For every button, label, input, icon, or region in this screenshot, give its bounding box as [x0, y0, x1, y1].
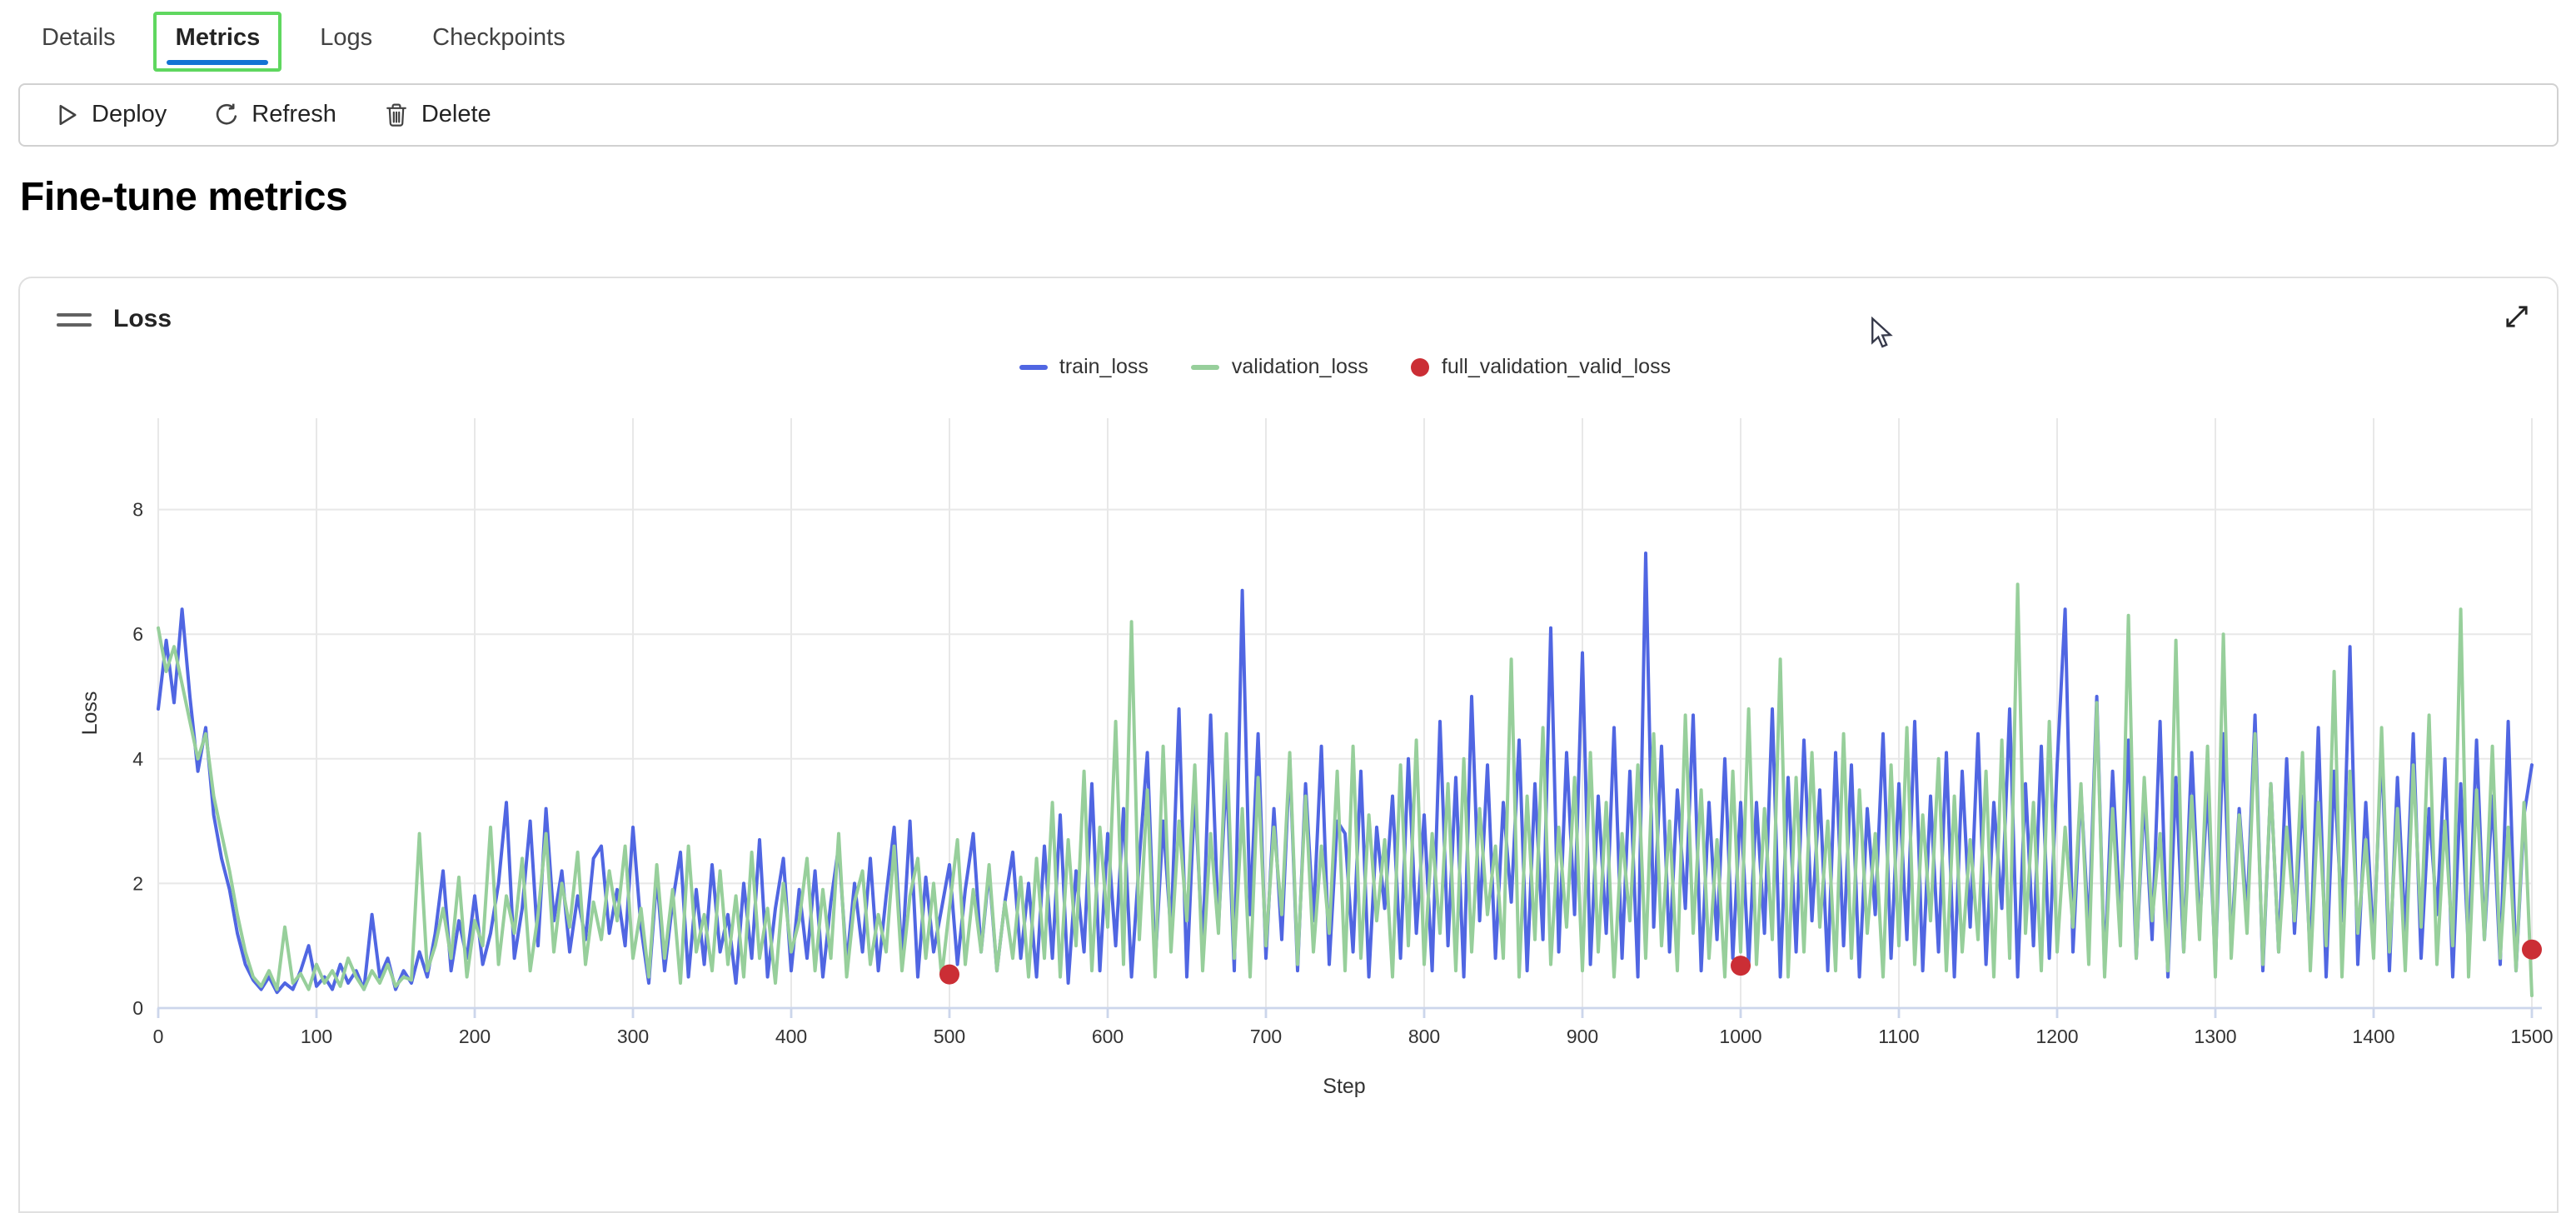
delete-label: Delete: [421, 102, 491, 128]
x-tick-label: 800: [1408, 1026, 1440, 1047]
legend-label: full_validation_valid_loss: [1441, 355, 1672, 378]
x-tick-label: 1200: [2035, 1026, 2078, 1047]
x-tick-label: 100: [301, 1026, 332, 1047]
drag-handle-icon[interactable]: [57, 312, 92, 326]
y-tick-label: 2: [132, 872, 143, 894]
x-tick-label: 500: [934, 1026, 965, 1047]
point-full_validation_valid_loss[interactable]: [2522, 939, 2542, 960]
legend-item-train_loss[interactable]: train_loss: [1019, 355, 1148, 378]
legend-line-marker: [1019, 364, 1048, 369]
tab-label: Logs: [320, 25, 373, 52]
point-full_validation_valid_loss[interactable]: [939, 964, 959, 985]
chart-title: Loss: [113, 305, 172, 333]
tab-label: Metrics: [175, 25, 261, 52]
refresh-label: Refresh: [252, 102, 336, 128]
y-tick-label: 4: [132, 748, 143, 770]
x-tick-label: 1300: [2194, 1026, 2236, 1047]
series-validation_loss: [157, 582, 2534, 997]
x-tick-label: 1000: [1719, 1026, 1761, 1047]
expand-button[interactable]: [2500, 300, 2534, 338]
refresh-icon: [213, 102, 240, 128]
x-tick-label: 900: [1567, 1026, 1598, 1047]
trash-icon: [383, 102, 410, 128]
legend-dot-marker: [1411, 357, 1430, 376]
chart-card-header: Loss: [20, 278, 2557, 338]
y-tick-label: 8: [132, 499, 143, 521]
y-tick-label: 6: [132, 623, 143, 645]
chart-legend: train_loss validation_loss full_validation…: [158, 355, 2532, 378]
expand-icon: [2504, 303, 2530, 335]
x-tick-label: 600: [1092, 1026, 1124, 1047]
y-axis-title: Loss: [78, 691, 102, 736]
legend-label: train_loss: [1059, 355, 1148, 378]
x-tick-label: 1100: [1878, 1026, 1919, 1047]
x-tick-label: 1400: [2352, 1026, 2394, 1047]
refresh-button[interactable]: Refresh: [193, 93, 356, 137]
x-tick-label: 1500: [2510, 1026, 2553, 1047]
deploy-button[interactable]: Deploy: [33, 93, 187, 137]
play-icon: [53, 102, 80, 128]
x-tick-label: 700: [1250, 1026, 1282, 1047]
tab-label: Details: [42, 25, 116, 52]
legend-item-full_validation_valid_loss[interactable]: full_validation_valid_loss: [1411, 355, 1672, 378]
tab-bar: Details Metrics Logs Checkpoints: [0, 0, 2576, 72]
x-axis-title: Step: [1323, 1075, 1365, 1098]
x-tick-label: 200: [459, 1026, 491, 1047]
legend-item-validation_loss[interactable]: validation_loss: [1191, 355, 1368, 378]
legend-line-marker: [1191, 364, 1220, 369]
loss-chart-card: Loss train_loss validation_loss full_valid…: [18, 277, 2559, 1213]
tab-metrics[interactable]: Metrics: [153, 12, 282, 72]
tab-checkpoints[interactable]: Checkpoints: [411, 12, 587, 72]
command-bar: Deploy Refresh Delete: [18, 83, 2558, 147]
point-full_validation_valid_loss[interactable]: [1731, 956, 1751, 976]
deploy-label: Deploy: [92, 102, 167, 128]
loss-chart[interactable]: 0 2 4 6 8 0 100 200 300 400 500 600 700 800 900 1000 110…: [20, 278, 2559, 1118]
tab-logs[interactable]: Logs: [298, 12, 394, 72]
legend-label: validation_loss: [1231, 355, 1368, 378]
x-tick-label: 400: [775, 1026, 807, 1047]
tab-details[interactable]: Details: [20, 12, 137, 72]
delete-button[interactable]: Delete: [363, 93, 511, 137]
tab-label: Checkpoints: [432, 25, 566, 52]
page-title: Fine-tune metrics: [20, 175, 348, 220]
x-tick-label: 0: [153, 1026, 164, 1047]
active-tab-underline: [167, 60, 269, 65]
y-tick-label: 0: [132, 997, 143, 1019]
x-tick-label: 300: [617, 1026, 649, 1047]
